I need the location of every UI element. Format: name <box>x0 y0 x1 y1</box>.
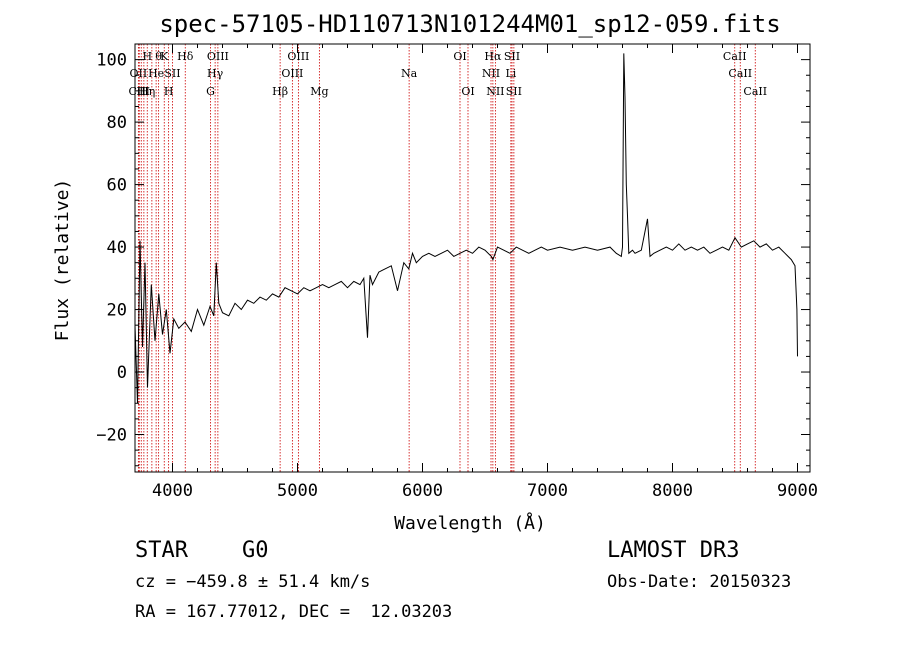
plot-frame <box>134 43 811 473</box>
line-label: K <box>160 50 169 63</box>
line-label: NII <box>486 85 504 98</box>
line-label: Hα <box>484 50 502 63</box>
line-label: OI <box>461 85 474 98</box>
line-label: Hδ <box>177 50 194 63</box>
x-tick-label: 7000 <box>527 481 568 501</box>
y-tick-label: 0 <box>117 363 127 383</box>
line-label: η <box>149 85 156 98</box>
line-label: OI <box>453 50 466 63</box>
y-tick-label: 40 <box>107 238 127 258</box>
line-label: He <box>148 67 164 80</box>
line-label: G <box>206 85 215 98</box>
line-label: CaII <box>728 67 752 80</box>
line-label: H <box>164 85 174 98</box>
y-tick-label: 80 <box>107 113 127 133</box>
line-label: Hβ <box>272 85 288 98</box>
line-label: Mg <box>310 85 328 98</box>
line-label: CaII <box>743 85 767 98</box>
line-label: CIII <box>129 85 150 98</box>
line-label: θ <box>155 50 162 63</box>
line-label: H <box>136 85 146 98</box>
line-labels: OIICIIIHHHηHeθKHSIIHδGHγOIIIHβOIIIOIIIMg… <box>129 50 768 98</box>
x-axis-label: Wavelength (Å) <box>394 512 546 534</box>
x-tick-label: 4000 <box>152 481 193 501</box>
obs-date: Obs-Date: 20150323 <box>607 572 792 592</box>
line-label: H <box>142 50 152 63</box>
line-label: OIII <box>281 67 303 80</box>
line-label: Hγ <box>207 67 224 80</box>
line-label: H <box>139 85 149 98</box>
x-tick-label: 9000 <box>777 481 818 501</box>
redshift-value: cz = −459.8 ± 51.4 km/s <box>135 572 371 592</box>
spectrum-line <box>134 53 798 404</box>
emission-line-markers <box>137 44 756 472</box>
x-tick-label: 8000 <box>652 481 693 501</box>
axis-ticks: 4000 5000 6000 7000 8000 9000 −20 0 20 40 60 80 100 <box>96 44 818 501</box>
line-label: CaII <box>723 50 747 63</box>
y-axis-label: Flux (relative) <box>52 179 73 342</box>
x-tick-label: 5000 <box>277 481 318 501</box>
line-label: Na <box>401 67 418 80</box>
line-label: NII <box>482 67 500 80</box>
chart-title: spec-57105-HD110713N101244M01_sp12-059.f… <box>159 10 780 38</box>
coordinates: RA = 167.77012, DEC = 12.03203 <box>135 602 453 622</box>
y-tick-label: 20 <box>107 301 127 321</box>
survey-name: LAMOST DR3 <box>607 538 740 563</box>
line-label: SII <box>506 85 522 98</box>
line-label: OIII <box>287 50 309 63</box>
y-tick-label: −20 <box>96 426 127 446</box>
line-label: SII <box>504 50 520 63</box>
line-label: SII <box>164 67 180 80</box>
y-tick-label: 100 <box>96 51 127 71</box>
line-label: Li <box>505 67 516 80</box>
line-label: OIII <box>207 50 229 63</box>
line-label: OII <box>130 67 148 80</box>
x-tick-label: 6000 <box>402 481 443 501</box>
object-class: STAR <box>135 538 188 563</box>
object-subclass: G0 <box>242 538 269 563</box>
spectrum-line-layer <box>134 53 798 404</box>
y-tick-label: 60 <box>107 176 127 196</box>
